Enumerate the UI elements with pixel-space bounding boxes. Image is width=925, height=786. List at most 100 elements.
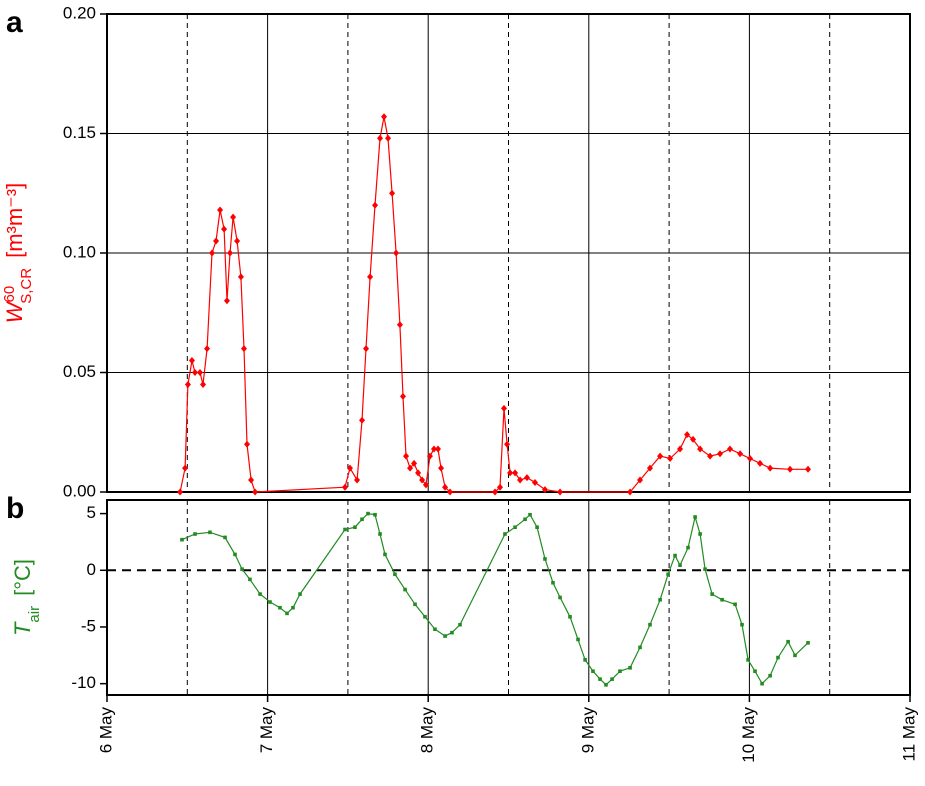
data-point [627,488,634,496]
data-point [377,134,384,142]
data-point [419,476,426,484]
data-point [244,440,251,448]
data-point [422,481,429,489]
data-point [346,464,353,472]
x-tick-label: 6 May [96,707,115,754]
data-point [285,611,289,616]
data-point [523,517,527,522]
plot-frame [106,499,911,696]
data-point [227,249,234,257]
x-tick-label: 10 May [739,707,758,763]
y-tick-label: 0.00 [63,481,96,500]
data-point [806,641,810,645]
data-point [576,637,580,642]
y-tick-label: -5 [81,616,96,635]
data-point [248,476,255,484]
data-point [531,478,538,486]
data-point [415,469,422,477]
data-point [646,464,653,472]
data-point [657,452,664,460]
data-point [492,488,499,496]
data-point [223,297,230,305]
data-point [677,445,684,453]
x-tick-label: 11 May [899,707,918,762]
data-point [193,532,197,536]
data-point [523,474,530,482]
data-point [221,225,228,233]
data-point [196,369,203,376]
data-point [638,645,642,650]
data-point [182,464,189,472]
data-point [407,464,414,472]
data-point [760,681,764,686]
y-tick-label: 5 [87,503,96,522]
data-point [768,673,772,678]
data-point [591,669,595,673]
data-point [389,189,396,197]
data-point [746,658,750,662]
data-point [753,669,757,673]
data-point [512,469,519,477]
y-axis-label: W60S,CR [m³m⁻³] [1,183,35,323]
data-point [381,113,388,121]
data-point [698,532,702,536]
data-point [385,134,392,142]
data-line [181,512,809,686]
data-point [747,455,754,463]
data-point [396,321,403,329]
data-point [447,488,454,496]
data-point [233,552,237,557]
data-point [503,532,507,536]
data-point [776,655,780,660]
data-point [507,469,514,477]
data-point [180,537,184,542]
data-point [618,669,622,673]
data-point [541,486,548,494]
data-point [192,369,199,376]
data-point [209,249,216,257]
x-tick-label: 8 May [418,707,437,754]
data-point [658,597,662,602]
data-point [557,488,564,496]
data-point [204,345,211,353]
data-point [504,440,511,448]
data-point [438,464,445,472]
y-tick-label: 0 [87,560,96,579]
data-point [258,592,262,596]
y-tick-label: 0.10 [63,242,96,261]
data-point [200,380,207,388]
data-point [513,525,517,530]
data-point [240,345,247,353]
data-point [223,535,227,540]
data-point [535,525,539,530]
data-point [367,273,374,281]
data-point [240,567,244,571]
data-point [208,530,212,535]
data-point [399,392,406,400]
data-point [237,273,244,281]
data-point [393,249,400,257]
y-axis-label: Tair [°C] [10,559,43,636]
data-point [726,445,733,453]
data-point [343,527,347,532]
data-point [737,450,744,458]
data-point [298,592,302,596]
data-point [378,532,382,536]
y-label-unit: [m³m⁻³] [2,183,27,258]
data-point [648,622,652,627]
data-point [610,677,614,681]
data-point [690,435,697,443]
data-point [433,627,437,632]
panel-label: b [6,492,24,525]
data-point [710,592,714,596]
data-point [252,488,259,496]
y-tick-label: 0.15 [63,123,96,142]
data-point [637,476,644,484]
data-point [291,605,295,610]
data-point [354,476,361,484]
data-point [604,682,608,687]
data-point [278,605,282,610]
data-point [442,483,449,491]
data-point [353,525,357,530]
data-point [458,622,462,627]
